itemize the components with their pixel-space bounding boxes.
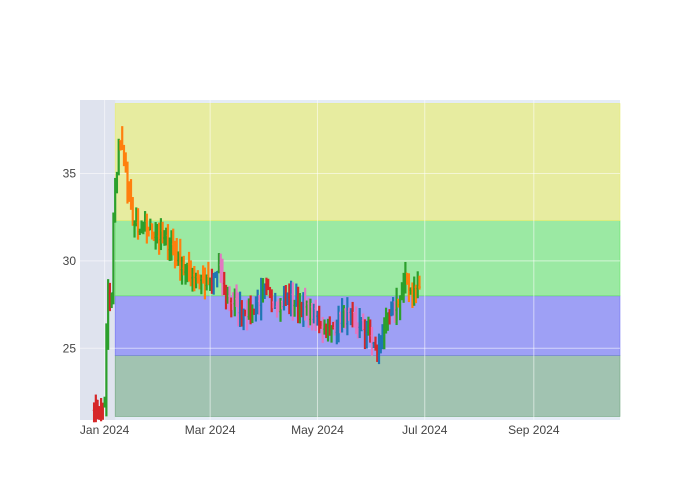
x-tick-label: Jul 2024	[402, 423, 448, 437]
ohlc-bar	[418, 275, 421, 290]
ohlc-bar	[270, 289, 274, 313]
ohlc-bar	[215, 270, 219, 288]
price-band	[114, 355, 621, 417]
x-tick-label: Jan 2024	[80, 423, 130, 437]
price-band	[114, 103, 621, 221]
bar-layer	[92, 126, 421, 423]
highlight-layer	[80, 100, 116, 420]
y-axis-ticks: 25 30 35	[63, 166, 77, 355]
highlight-range	[80, 100, 116, 420]
x-tick-label: May 2024	[291, 423, 344, 437]
ohlc-bar	[370, 326, 374, 356]
y-tick-label: 35	[63, 166, 77, 180]
ohlc-bar	[112, 212, 115, 305]
band-layer	[114, 103, 621, 417]
y-tick-label: 25	[63, 341, 77, 355]
ohlc-bar	[317, 305, 321, 334]
y-tick-label: 30	[63, 254, 77, 268]
x-tick-label: Mar 2024	[185, 423, 236, 437]
x-axis-ticks: Jan 2024 Mar 2024 May 2024 Jul 2024 Sep 2024	[80, 423, 560, 437]
x-tick-label: Sep 2024	[508, 423, 560, 437]
